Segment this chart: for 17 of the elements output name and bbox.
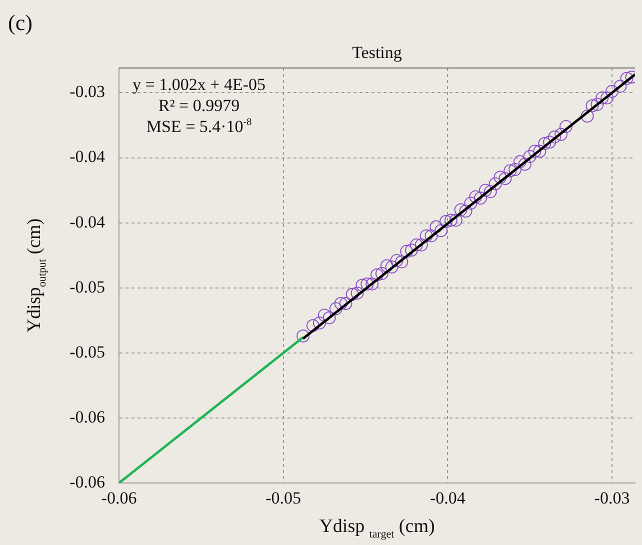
y-tick-label: -0.06: [70, 407, 105, 426]
x-tick-label: -0.04: [430, 488, 466, 508]
x-tick-label: -0.06: [101, 488, 137, 508]
annotation: R² = 0.9979: [158, 96, 240, 115]
y-tick-label: -0.06: [70, 472, 105, 492]
y-axis-title: Ydispoutput (cm): [24, 218, 49, 333]
y-tick-label: -0.05: [70, 342, 105, 362]
y-tick-label: -0.04: [70, 147, 106, 166]
y-tick-label: -0.03: [70, 82, 105, 102]
chart-title: Testing: [352, 43, 402, 62]
y-tick-label: -0.05: [70, 277, 105, 296]
x-tick-label: -0.03: [594, 488, 630, 508]
x-axis-title: Ydisp target (cm): [319, 516, 435, 541]
x-tick-label: -0.05: [266, 488, 302, 508]
annotation: y = 1.002x + 4E-05: [132, 75, 266, 94]
y-tick-label: -0.04: [70, 212, 106, 232]
text: (c): [8, 10, 32, 35]
